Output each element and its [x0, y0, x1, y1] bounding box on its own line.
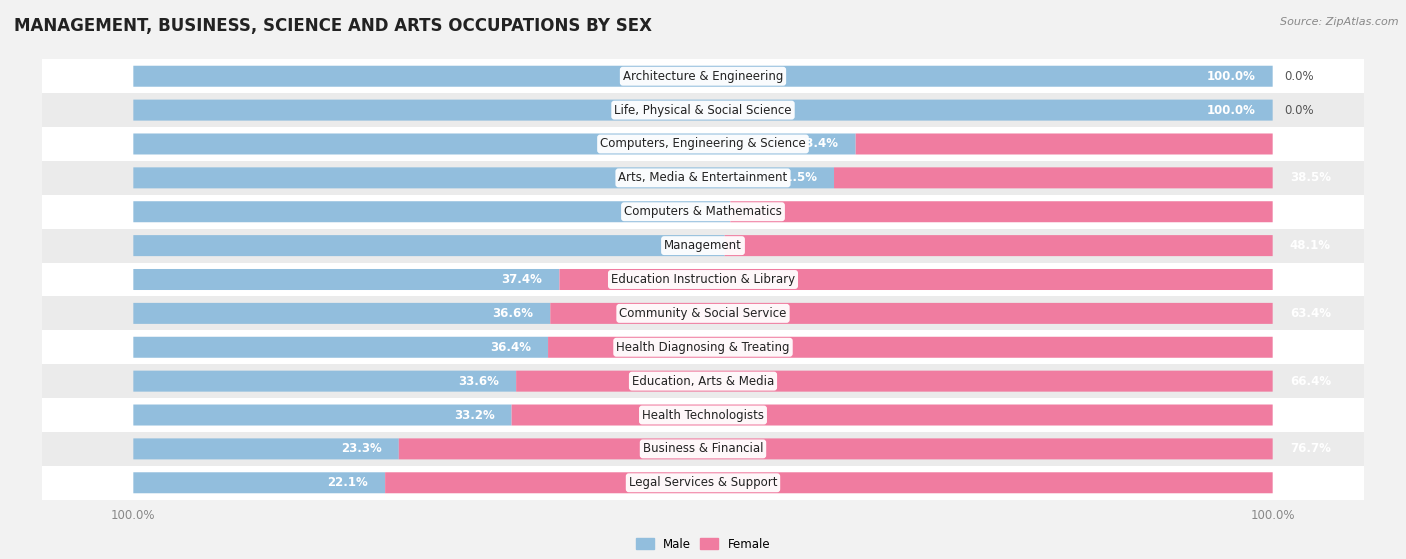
Text: 61.5%: 61.5% — [776, 172, 817, 184]
Bar — [134, 303, 550, 324]
Text: 37.4%: 37.4% — [502, 273, 543, 286]
Bar — [856, 134, 1272, 154]
Bar — [42, 161, 1364, 195]
Text: 52.4%: 52.4% — [672, 205, 713, 218]
Text: 63.6%: 63.6% — [1289, 341, 1330, 354]
Text: 66.8%: 66.8% — [1289, 409, 1331, 421]
Bar — [42, 229, 1364, 263]
Bar — [42, 195, 1364, 229]
Text: Computers, Engineering & Science: Computers, Engineering & Science — [600, 138, 806, 150]
Text: Education, Arts & Media: Education, Arts & Media — [631, 375, 775, 387]
Bar — [134, 66, 1272, 87]
Bar — [724, 235, 1272, 256]
Text: Business & Financial: Business & Financial — [643, 442, 763, 456]
Bar — [134, 167, 834, 188]
Text: Architecture & Engineering: Architecture & Engineering — [623, 70, 783, 83]
Text: Health Technologists: Health Technologists — [643, 409, 763, 421]
Bar — [134, 201, 730, 222]
Bar — [134, 269, 560, 290]
Bar — [42, 263, 1364, 296]
Bar — [730, 201, 1272, 222]
Text: 47.6%: 47.6% — [1289, 205, 1330, 218]
Bar — [42, 398, 1364, 432]
Text: Computers & Mathematics: Computers & Mathematics — [624, 205, 782, 218]
Bar — [134, 100, 1272, 121]
Bar — [134, 472, 385, 493]
Bar — [134, 405, 512, 425]
Bar — [134, 438, 399, 459]
Legend: Male, Female: Male, Female — [631, 533, 775, 555]
Bar — [42, 93, 1364, 127]
Text: 63.4%: 63.4% — [1289, 307, 1330, 320]
Text: 0.0%: 0.0% — [1284, 70, 1313, 83]
Bar — [42, 432, 1364, 466]
Bar — [134, 134, 856, 154]
Text: 48.1%: 48.1% — [1289, 239, 1330, 252]
Text: Health Diagnosing & Treating: Health Diagnosing & Treating — [616, 341, 790, 354]
Text: 33.6%: 33.6% — [458, 375, 499, 387]
Text: 100.0%: 100.0% — [1206, 70, 1256, 83]
Text: 100.0%: 100.0% — [1206, 103, 1256, 117]
Text: 66.4%: 66.4% — [1289, 375, 1331, 387]
Text: 36.6%: 36.6% — [492, 307, 533, 320]
Text: 76.7%: 76.7% — [1289, 442, 1330, 456]
Bar — [834, 167, 1272, 188]
Text: 22.1%: 22.1% — [328, 476, 368, 489]
Bar — [42, 466, 1364, 500]
Bar — [560, 269, 1272, 290]
Bar — [42, 127, 1364, 161]
Text: Life, Physical & Social Science: Life, Physical & Social Science — [614, 103, 792, 117]
Text: Community & Social Service: Community & Social Service — [619, 307, 787, 320]
Bar — [134, 235, 724, 256]
Text: Source: ZipAtlas.com: Source: ZipAtlas.com — [1281, 17, 1399, 27]
Text: 51.9%: 51.9% — [666, 239, 707, 252]
Bar — [399, 438, 1272, 459]
Bar — [512, 405, 1272, 425]
Bar — [550, 303, 1272, 324]
Bar — [385, 472, 1272, 493]
Text: 38.5%: 38.5% — [1289, 172, 1330, 184]
Text: 0.0%: 0.0% — [1284, 103, 1313, 117]
Bar — [42, 330, 1364, 364]
Text: Arts, Media & Entertainment: Arts, Media & Entertainment — [619, 172, 787, 184]
Text: 36.4%: 36.4% — [489, 341, 531, 354]
Text: Legal Services & Support: Legal Services & Support — [628, 476, 778, 489]
Bar — [516, 371, 1272, 392]
Text: MANAGEMENT, BUSINESS, SCIENCE AND ARTS OCCUPATIONS BY SEX: MANAGEMENT, BUSINESS, SCIENCE AND ARTS O… — [14, 17, 652, 35]
Bar — [42, 364, 1364, 398]
Text: 77.9%: 77.9% — [1289, 476, 1330, 489]
Text: 62.6%: 62.6% — [1289, 273, 1330, 286]
Bar — [42, 296, 1364, 330]
Text: 23.3%: 23.3% — [340, 442, 381, 456]
Text: Management: Management — [664, 239, 742, 252]
Text: 33.2%: 33.2% — [454, 409, 495, 421]
Text: 63.4%: 63.4% — [797, 138, 838, 150]
Bar — [548, 337, 1272, 358]
Bar — [134, 371, 516, 392]
Bar — [134, 337, 548, 358]
Text: 36.6%: 36.6% — [1289, 138, 1330, 150]
Bar — [42, 59, 1364, 93]
Text: Education Instruction & Library: Education Instruction & Library — [612, 273, 794, 286]
